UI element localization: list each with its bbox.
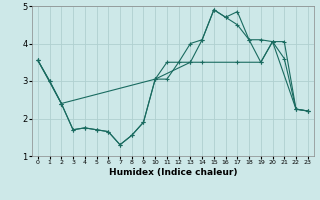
X-axis label: Humidex (Indice chaleur): Humidex (Indice chaleur): [108, 168, 237, 177]
